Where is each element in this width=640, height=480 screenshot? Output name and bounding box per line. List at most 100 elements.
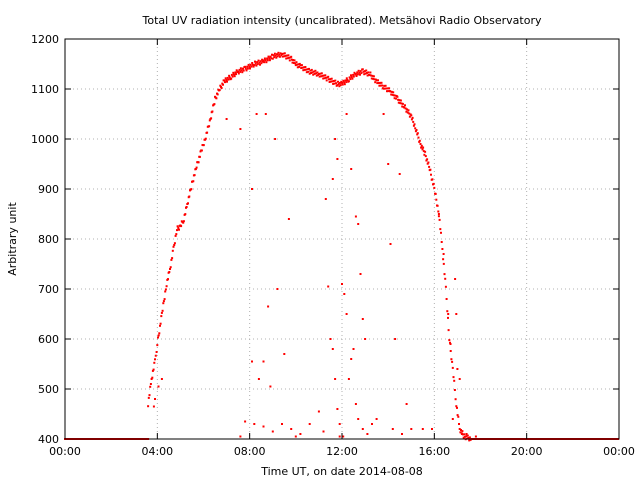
data-point [216, 93, 219, 96]
data-point [325, 79, 328, 82]
data-point [308, 423, 311, 425]
data-point [397, 98, 400, 101]
data-point [456, 414, 459, 417]
y-tick-label: 500 [38, 383, 59, 396]
data-point [344, 79, 347, 82]
data-point [238, 68, 241, 71]
data-point [220, 87, 223, 89]
data-point [293, 59, 296, 62]
data-point [313, 72, 316, 75]
data-point [350, 76, 353, 78]
data-point [161, 309, 164, 312]
data-point [449, 341, 451, 344]
data-point [267, 55, 270, 58]
data-point [379, 81, 382, 84]
data-point [259, 63, 261, 66]
data-point [427, 161, 430, 164]
data-point [383, 84, 386, 87]
data-point [154, 358, 156, 361]
data-point [178, 228, 180, 231]
data-point [345, 77, 348, 80]
data-point [187, 202, 189, 205]
data-point [281, 53, 283, 55]
data-point [197, 161, 200, 164]
data-point [406, 108, 409, 111]
data-point [278, 55, 281, 58]
data-point [455, 313, 458, 315]
data-point [467, 437, 470, 439]
data-point [372, 77, 375, 80]
data-point [399, 102, 402, 105]
data-point [195, 166, 198, 169]
data-point [247, 63, 250, 66]
data-point [332, 80, 335, 82]
data-point [447, 329, 450, 332]
data-point [465, 433, 468, 435]
y-tick-labels: 400 500 600 700 800 900 1000 1100 1200 [31, 33, 59, 446]
data-point [371, 423, 373, 425]
data-point [159, 324, 161, 327]
data-point [453, 379, 456, 382]
data-point [437, 213, 440, 215]
data-point [382, 87, 385, 90]
data-point [361, 68, 364, 71]
data-point [158, 332, 161, 335]
data-point [300, 67, 303, 69]
x-axis-label: Time UT, on date 2014-08-08 [260, 465, 423, 478]
data-point [299, 433, 302, 435]
data-point [177, 227, 180, 229]
data-point [147, 396, 150, 399]
data-point [235, 73, 237, 76]
data-point [431, 178, 434, 181]
data-point [202, 144, 205, 147]
data-point [339, 81, 341, 84]
data-point [342, 79, 345, 82]
data-point [401, 102, 404, 105]
data-point [319, 72, 322, 75]
data-point [255, 113, 258, 115]
data-point [404, 104, 406, 107]
data-point [290, 428, 293, 430]
data-point [157, 336, 159, 339]
data-point [391, 93, 394, 96]
data-point [165, 285, 168, 288]
data-point [160, 378, 163, 380]
data-point [329, 78, 332, 81]
data-point [283, 52, 286, 55]
data-point [271, 53, 273, 56]
data-point [318, 75, 321, 78]
data-point [237, 72, 240, 75]
data-point [182, 221, 185, 224]
data-point [345, 113, 348, 115]
data-point [248, 65, 251, 68]
data-point [435, 198, 438, 201]
data-point [379, 84, 382, 87]
data-point [244, 65, 247, 68]
data-point [340, 80, 343, 83]
data-point [294, 435, 297, 438]
data-point [338, 423, 341, 425]
data-point [153, 361, 156, 364]
data-point [162, 302, 165, 305]
data-point [354, 403, 357, 405]
data-point [155, 351, 158, 353]
data-point [420, 146, 423, 149]
data-point [361, 428, 364, 430]
data-point [204, 137, 207, 140]
data-point [253, 64, 256, 67]
data-point [387, 163, 390, 165]
data-point [291, 61, 294, 64]
data-point [372, 75, 375, 78]
data-point [384, 84, 387, 87]
data-point [416, 132, 419, 135]
data-point [147, 405, 150, 408]
data-point [347, 378, 350, 380]
data-point [407, 109, 410, 112]
data-point [449, 350, 452, 352]
data-point [258, 61, 261, 64]
data-point [171, 257, 174, 260]
data-point [334, 79, 337, 82]
data-point [228, 74, 231, 77]
data-point [342, 435, 345, 438]
data-point [451, 366, 454, 369]
